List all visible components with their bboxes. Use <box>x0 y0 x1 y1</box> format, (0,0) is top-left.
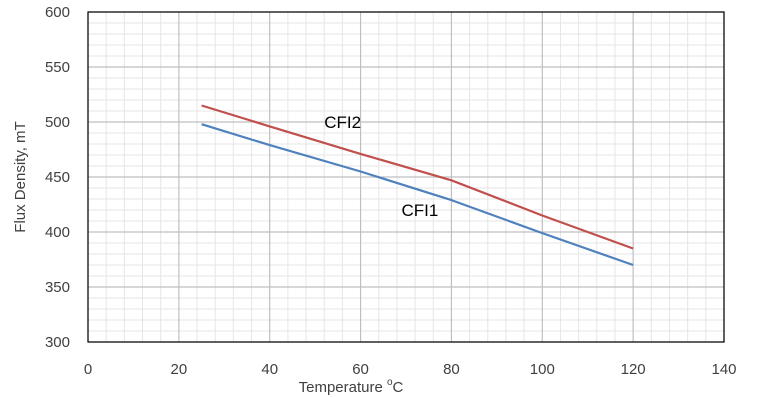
x-axis-title-degree: o <box>387 377 393 388</box>
series-line-cfi2 <box>201 104 634 250</box>
y-tick-label: 550 <box>45 59 70 76</box>
x-tick-label: 60 <box>352 361 369 378</box>
x-tick-label: 100 <box>530 361 555 378</box>
y-tick-label: 350 <box>45 279 70 296</box>
x-tick-label: 0 <box>84 361 92 378</box>
x-tick-label: 120 <box>621 361 646 378</box>
y-tick-label: 300 <box>45 334 70 351</box>
annotation-cfi1: CFI1 <box>401 201 438 220</box>
y-tick-label: 600 <box>45 4 70 21</box>
x-tick-label: 140 <box>711 361 736 378</box>
y-axis-title: Flux Density, mT <box>12 121 29 232</box>
y-tick-label: 500 <box>45 114 70 131</box>
x-axis-title-main: Temperature <box>299 379 387 396</box>
x-tick-label: 20 <box>171 361 188 378</box>
x-tick-label: 80 <box>443 361 460 378</box>
y-axis-tick-labels: 300 350 400 450 500 550 600 <box>45 4 70 351</box>
x-tick-label: 40 <box>261 361 278 378</box>
series-line-cfi1 <box>201 123 634 267</box>
series-annotations: CFI2 CFI1 <box>324 113 438 220</box>
plot-area-border <box>87 11 725 343</box>
y-tick-label: 400 <box>45 224 70 241</box>
series-lines <box>201 104 634 267</box>
x-axis-tick-labels: 0 20 40 60 80 100 120 140 <box>84 361 737 378</box>
annotation-cfi2: CFI2 <box>324 113 361 132</box>
x-axis-title: Temperature oC <box>299 377 404 396</box>
x-axis-title-unit: C <box>393 379 404 396</box>
y-tick-label: 450 <box>45 169 70 186</box>
